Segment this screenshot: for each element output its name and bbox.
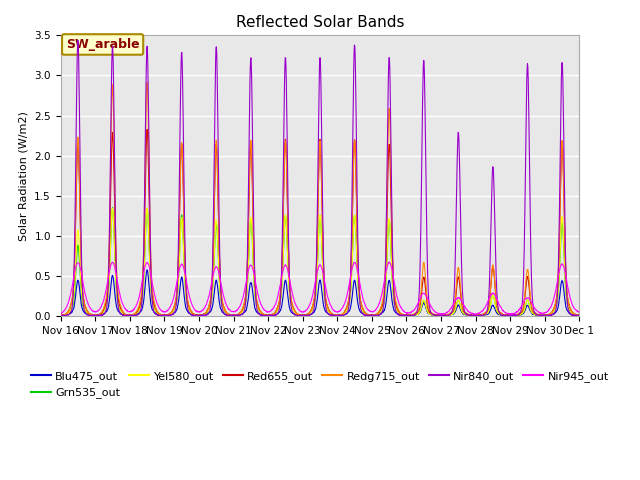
Title: Reflected Solar Bands: Reflected Solar Bands: [236, 15, 404, 30]
Text: SW_arable: SW_arable: [66, 38, 140, 51]
Y-axis label: Solar Radiation (W/m2): Solar Radiation (W/m2): [19, 111, 29, 240]
Legend: Blu475_out, Grn535_out, Yel580_out, Red655_out, Redg715_out, Nir840_out, Nir945_: Blu475_out, Grn535_out, Yel580_out, Red6…: [26, 367, 614, 403]
